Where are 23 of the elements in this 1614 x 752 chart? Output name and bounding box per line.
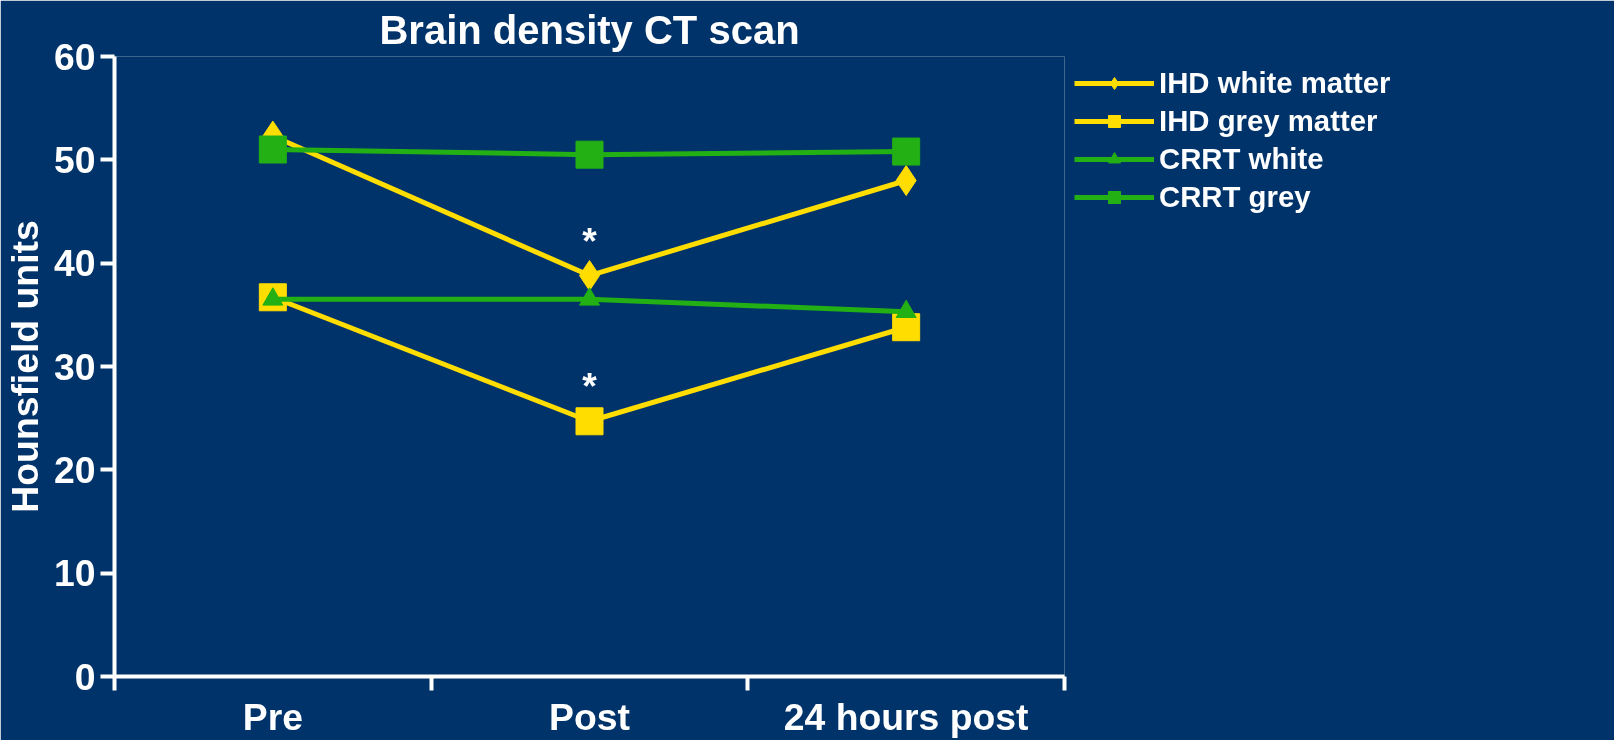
y-axis-title: Hounsfield units: [3, 220, 46, 513]
y-tick-label: 30: [53, 345, 96, 388]
y-tick-label: 60: [53, 35, 96, 78]
legend-label: IHD white matter: [1159, 66, 1391, 100]
y-tick-label: 40: [53, 242, 96, 285]
x-tick-label: Post: [549, 695, 630, 738]
point: [895, 165, 917, 196]
y-tick-label: 10: [53, 552, 96, 595]
legend-label: IHD grey matter: [1159, 104, 1378, 138]
point: [575, 140, 604, 169]
point: [892, 137, 921, 166]
point: [575, 407, 604, 436]
legend-label: CRRT white: [1159, 142, 1324, 176]
point: [258, 135, 287, 164]
x-tick-label: 24 hours post: [783, 695, 1029, 738]
chart-title: Brain density CT scan: [379, 7, 800, 52]
annotation: *: [582, 219, 598, 262]
y-tick-label: 20: [53, 448, 96, 491]
y-tick-label: 0: [74, 655, 96, 698]
x-tick-label: Pre: [242, 695, 303, 738]
y-tick-label: 50: [53, 138, 96, 181]
legend-label: CRRT grey: [1159, 180, 1311, 214]
annotation: *: [582, 365, 598, 408]
